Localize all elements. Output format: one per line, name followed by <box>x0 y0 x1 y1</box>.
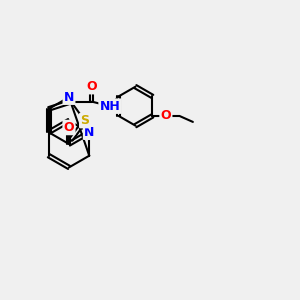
Text: O: O <box>64 121 74 134</box>
Text: N: N <box>64 91 74 104</box>
Text: O: O <box>160 110 171 122</box>
Text: N: N <box>84 126 94 139</box>
Text: NH: NH <box>100 100 120 113</box>
Text: S: S <box>80 114 89 127</box>
Text: O: O <box>87 80 97 93</box>
